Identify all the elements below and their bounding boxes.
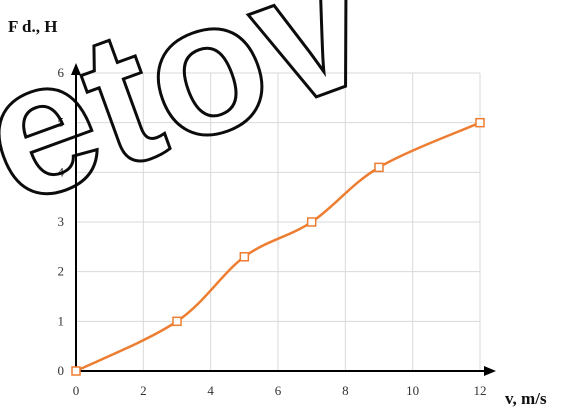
y-tick-label: 6 (58, 65, 65, 80)
y-axis-arrow (71, 63, 81, 75)
y-axis-label: F d., H (8, 17, 57, 36)
y-tick-label: 4 (58, 164, 65, 179)
series-line (74, 121, 482, 373)
y-tick-label: 0 (58, 363, 65, 378)
x-tick-label: 0 (73, 383, 80, 398)
x-tick-label: 2 (140, 383, 147, 398)
chart-grid (75, 72, 481, 372)
x-tick-label: 10 (406, 383, 419, 398)
data-point (239, 252, 250, 262)
y-tick-labels: 0 1 2 3 4 5 6 (58, 65, 65, 378)
data-point (71, 366, 81, 376)
chart-series (71, 117, 485, 376)
x-axis-label: v, m/s (505, 389, 547, 408)
x-axis-arrow (484, 366, 496, 376)
x-tick-labels: 0 2 4 6 8 10 12 (73, 383, 487, 398)
x-tick-label: 4 (207, 383, 214, 398)
x-tick-label: 6 (275, 383, 282, 398)
y-tick-label: 2 (58, 264, 65, 279)
x-tick-label: 8 (342, 383, 349, 398)
data-point (172, 316, 182, 327)
y-tick-label: 5 (58, 115, 65, 130)
chart-axes (71, 63, 496, 376)
y-tick-label: 1 (58, 313, 65, 328)
y-tick-label: 3 (58, 214, 65, 229)
x-tick-label: 12 (474, 383, 487, 398)
data-point (374, 162, 384, 173)
data-point (306, 217, 317, 227)
data-point (475, 117, 485, 128)
